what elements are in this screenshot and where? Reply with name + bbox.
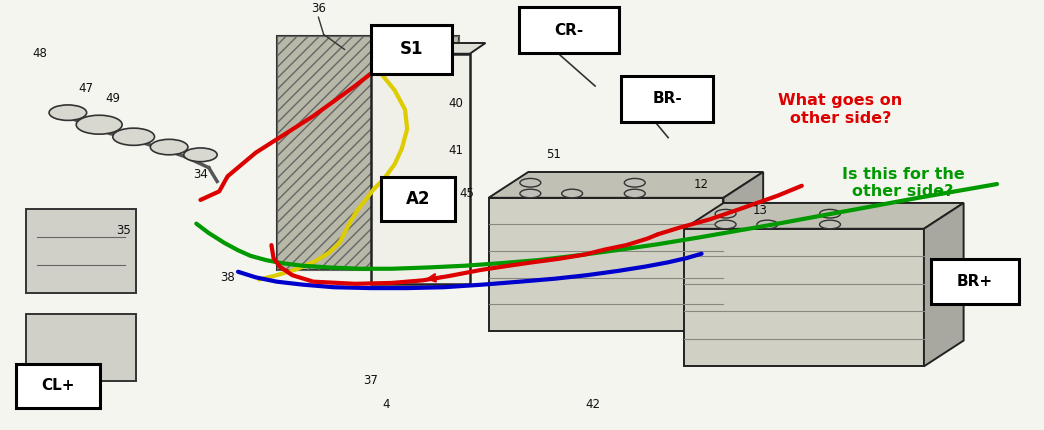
Text: 41: 41 <box>449 144 464 157</box>
Text: 4: 4 <box>382 398 390 411</box>
Text: 40: 40 <box>449 97 464 110</box>
Polygon shape <box>684 229 924 366</box>
Text: S1: S1 <box>400 40 423 58</box>
Text: 38: 38 <box>220 271 235 284</box>
Polygon shape <box>371 54 470 284</box>
Text: 48: 48 <box>32 47 47 60</box>
Circle shape <box>715 209 736 218</box>
Polygon shape <box>26 209 136 293</box>
Circle shape <box>49 105 87 120</box>
Polygon shape <box>924 203 964 366</box>
Text: 13: 13 <box>753 204 767 217</box>
Circle shape <box>624 178 645 187</box>
Text: 51: 51 <box>546 148 561 161</box>
Text: 45: 45 <box>459 187 474 200</box>
Circle shape <box>757 220 778 229</box>
Polygon shape <box>371 43 485 54</box>
Circle shape <box>820 209 840 218</box>
FancyBboxPatch shape <box>371 25 452 74</box>
Text: 37: 37 <box>363 374 378 387</box>
Circle shape <box>520 178 541 187</box>
FancyBboxPatch shape <box>519 7 619 53</box>
Text: What goes on
other side?: What goes on other side? <box>778 93 903 126</box>
Text: A2: A2 <box>406 190 430 208</box>
Polygon shape <box>489 198 723 331</box>
Text: Is this for the
other side?: Is this for the other side? <box>841 166 965 199</box>
Text: BR-: BR- <box>652 92 682 106</box>
Polygon shape <box>277 36 459 270</box>
Circle shape <box>562 189 583 198</box>
Text: 34: 34 <box>193 168 208 181</box>
Circle shape <box>624 189 645 198</box>
Text: 42: 42 <box>586 398 600 411</box>
Polygon shape <box>684 203 964 229</box>
Text: CL+: CL+ <box>41 378 75 393</box>
Text: 35: 35 <box>116 224 130 236</box>
Text: 12: 12 <box>694 178 709 191</box>
FancyBboxPatch shape <box>621 76 713 122</box>
FancyBboxPatch shape <box>16 364 100 408</box>
Circle shape <box>520 189 541 198</box>
Text: 47: 47 <box>78 82 93 95</box>
Polygon shape <box>489 172 763 198</box>
FancyBboxPatch shape <box>931 259 1019 304</box>
Text: 36: 36 <box>311 2 326 15</box>
Circle shape <box>715 220 736 229</box>
Text: BR+: BR+ <box>957 274 993 289</box>
Circle shape <box>820 220 840 229</box>
Circle shape <box>150 139 188 155</box>
Polygon shape <box>723 172 763 331</box>
Polygon shape <box>26 314 136 381</box>
Circle shape <box>76 115 122 134</box>
Text: 49: 49 <box>105 92 120 105</box>
Circle shape <box>184 148 217 162</box>
Text: CR-: CR- <box>554 23 584 37</box>
FancyBboxPatch shape <box>381 177 455 221</box>
Circle shape <box>113 128 155 145</box>
